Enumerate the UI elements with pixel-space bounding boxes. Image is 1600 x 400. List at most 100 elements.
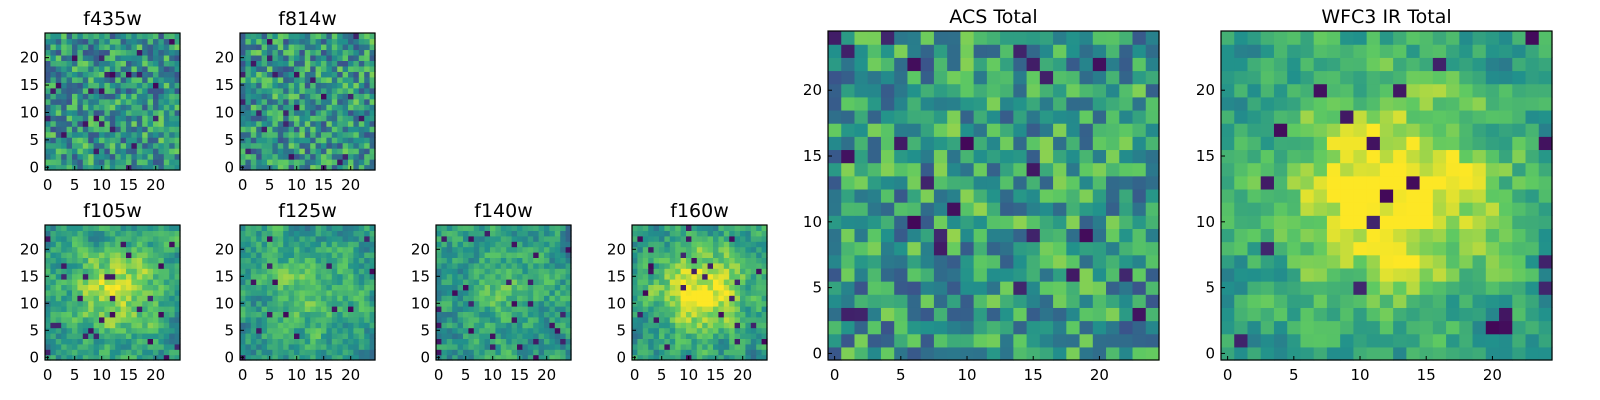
heatmap-cell [369,120,376,127]
heatmap-cell [1406,162,1421,177]
heatmap-cell [740,262,746,269]
heatmap-cell [348,295,354,302]
heatmap-cell [713,262,719,269]
heatmap-cell [66,246,73,253]
heatmap-cell [1092,294,1107,308]
heatmap-cell [120,316,127,323]
heatmap-cell [691,279,698,285]
heatmap-cell [1234,320,1249,335]
heatmap-cell [342,225,349,231]
heatmap-cell [174,338,181,345]
heatmap-cell [1326,123,1341,137]
heatmap-cell [517,316,523,323]
heatmap-cell [321,252,327,258]
heatmap-cell [517,284,523,291]
heatmap-cell [240,257,246,264]
heatmap-cell [261,241,268,248]
heatmap-cell [713,268,719,275]
x-tick-label: 15 [1024,366,1043,384]
heatmap-cell [740,273,746,280]
heatmap-cell [147,235,154,242]
heatmap-cell [1221,123,1235,137]
heatmap-cell [261,262,268,269]
heatmap-cell [828,228,842,243]
heatmap-cell [686,268,692,275]
heatmap-cell [261,338,268,345]
heatmap-cell [77,120,84,127]
heatmap-cell [1340,254,1354,269]
heatmap-cell [446,230,453,237]
heatmap-cell [131,327,138,334]
heatmap-cell [304,87,311,94]
heatmap-cell [441,343,448,350]
heatmap-cell [331,76,338,83]
heatmap-cell [648,257,655,264]
heatmap-cell [342,33,349,40]
heatmap-cell [538,235,545,242]
heatmap-cell [1000,241,1014,256]
heatmap-cell [854,228,869,243]
heatmap-cell [718,322,725,329]
heatmap-cell [283,49,290,56]
heatmap-cell [142,148,149,155]
heatmap-cell [50,241,57,248]
heatmap-cell [82,262,89,269]
heatmap-cell [653,235,660,242]
heatmap-cell [104,284,111,291]
heatmap-cell [109,82,116,89]
heatmap-cell [321,43,327,51]
heatmap-cell [484,316,491,323]
heatmap-cell [277,235,284,242]
heatmap-cell [267,98,273,105]
heatmap-cell [1145,149,1160,164]
heatmap-cell [174,65,181,72]
heatmap-cell [1079,202,1094,216]
heatmap-cell [653,300,660,307]
heatmap-cell [109,316,116,323]
heatmap-cell [120,230,127,237]
heatmap-cell [696,246,703,253]
heatmap-cell [50,38,57,45]
heatmap-cell [1538,162,1553,177]
heatmap-cell [126,159,132,166]
heatmap-cell [538,300,545,307]
heatmap-cell [1512,175,1527,190]
heatmap-cell [126,349,132,356]
heatmap-cell [364,246,371,253]
heatmap-cell [126,109,132,116]
heatmap-cell [713,333,719,339]
heatmap-cell [272,60,279,67]
heatmap-cell [495,279,502,285]
heatmap-cell [734,295,741,302]
heatmap-cell [136,306,143,312]
heatmap-cell [66,98,73,105]
heatmap-cell [436,306,442,312]
heatmap-cell [321,153,327,160]
heatmap-cell [245,257,252,264]
heatmap-cell [304,159,311,166]
heatmap-cell [1000,31,1014,45]
heatmap-cell [907,202,922,216]
heatmap-cell [947,44,961,58]
heatmap-cell [686,327,692,334]
heatmap-cell [315,289,322,296]
heatmap-cell [250,76,257,83]
heatmap-cell [163,262,170,269]
heatmap-cell [315,120,322,127]
heatmap-cell [283,120,290,127]
heatmap-cell [55,316,62,323]
heatmap-cell [174,241,181,248]
heatmap-cell [315,153,322,160]
heatmap-cell [659,235,665,242]
heatmap-cell [500,235,507,242]
heatmap-cell [50,316,57,323]
heatmap-cell [1079,44,1094,58]
heatmap-cell [115,54,122,61]
heatmap-cell [1039,162,1054,177]
heatmap-cell [920,202,935,216]
heatmap-cell [554,327,561,334]
heatmap-cell [250,49,257,56]
heatmap-cell [522,316,529,323]
heatmap-cell [126,230,132,237]
heatmap-cell [369,327,376,334]
